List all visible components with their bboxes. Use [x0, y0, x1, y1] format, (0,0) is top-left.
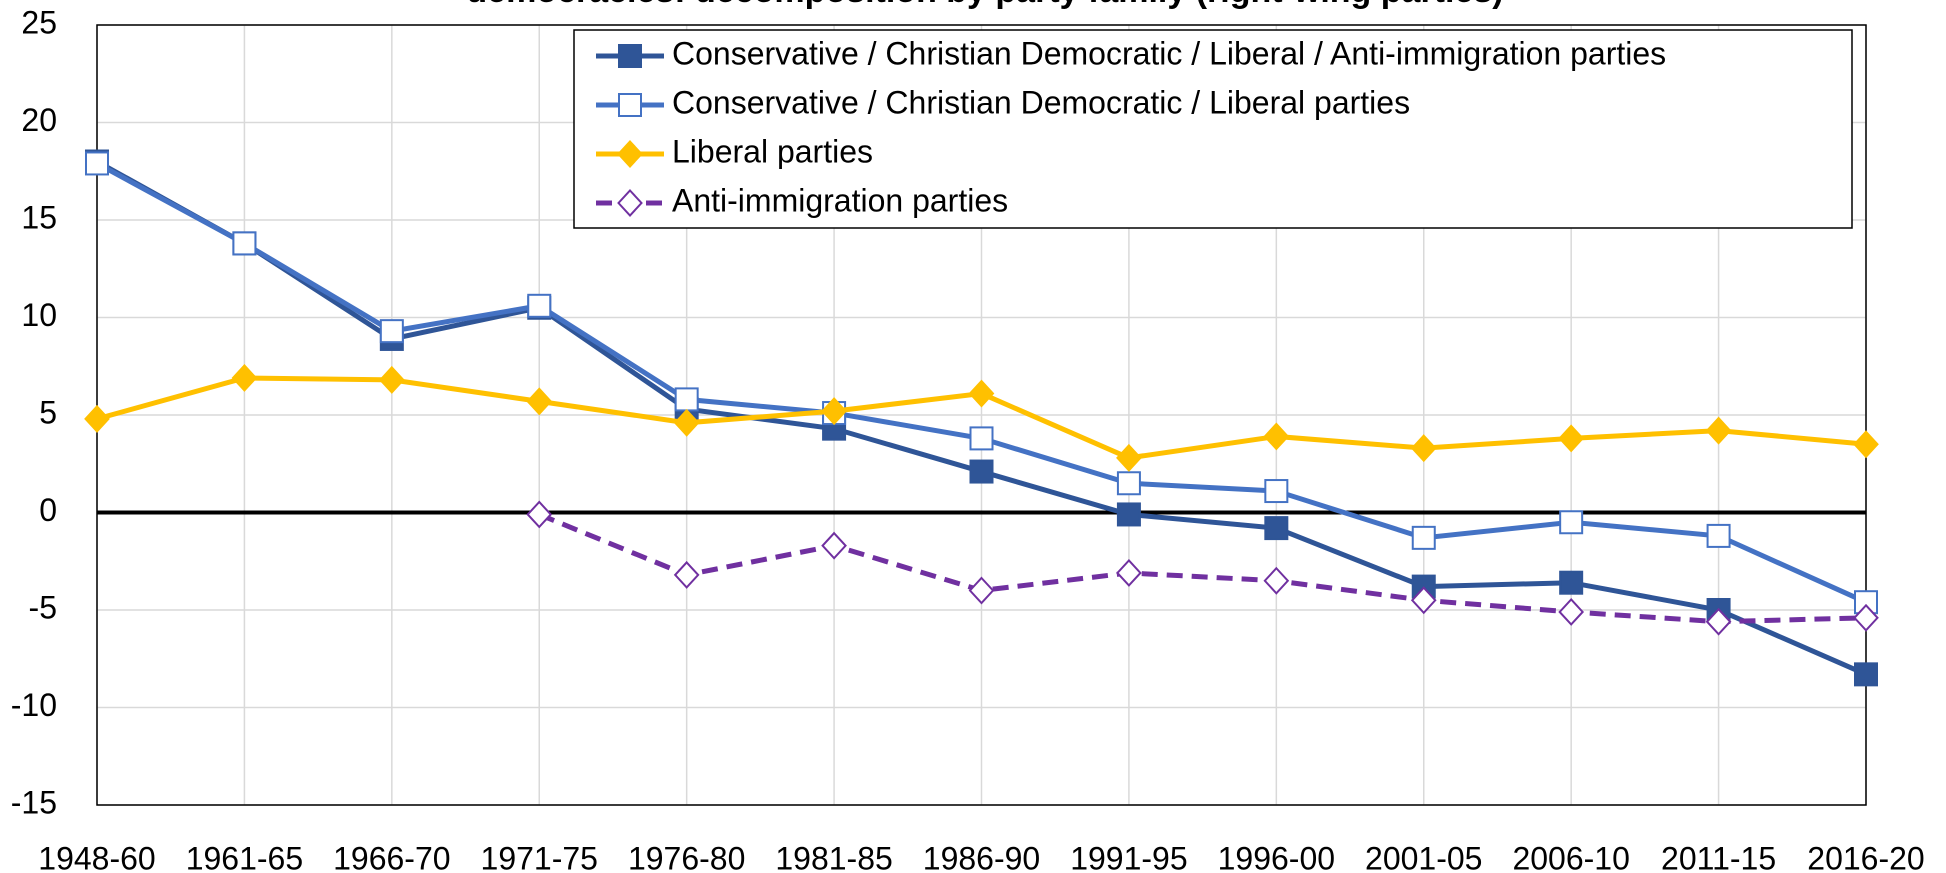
y-tick-label: 5 — [39, 394, 57, 430]
legend-label: Liberal parties — [672, 133, 873, 169]
y-tick-label: -15 — [11, 784, 57, 820]
y-tick-label: 20 — [21, 102, 57, 138]
series-line — [538, 512, 1867, 625]
marker — [1558, 424, 1585, 453]
marker — [1853, 430, 1879, 459]
x-tick-label: 2011-15 — [1661, 840, 1776, 873]
x-tick-label: 1961-65 — [186, 840, 303, 873]
marker — [1116, 471, 1141, 496]
marker — [527, 293, 552, 318]
x-tick-label: 1986-90 — [923, 840, 1040, 873]
legend-label: Anti-immigration parties — [672, 182, 1008, 218]
x-tick-label: 1996-00 — [1218, 840, 1335, 873]
marker — [1705, 607, 1732, 636]
marker — [1853, 603, 1879, 632]
legend-label: Conservative / Christian Democratic / Li… — [672, 35, 1666, 71]
x-tick-label: 1966-70 — [333, 840, 450, 873]
marker — [1116, 502, 1141, 527]
y-tick-label: 0 — [39, 492, 57, 528]
marker — [1116, 443, 1142, 472]
marker — [821, 531, 847, 560]
marker — [673, 408, 700, 437]
marker — [1706, 523, 1731, 548]
marker — [1705, 416, 1732, 445]
marker — [969, 426, 994, 451]
x-tick-label: 2016-20 — [1807, 840, 1924, 873]
marker — [1854, 662, 1878, 687]
legend-label: Conservative / Christian Democratic / Li… — [672, 84, 1410, 120]
marker — [85, 151, 109, 176]
marker — [84, 404, 110, 433]
marker — [378, 365, 405, 394]
marker — [968, 379, 995, 408]
marker — [673, 560, 700, 589]
x-tick-label: 1971-75 — [481, 840, 598, 873]
marker — [968, 576, 995, 605]
y-tick-label: 10 — [21, 297, 57, 333]
marker — [232, 231, 257, 256]
x-tick-label: 2006-10 — [1512, 840, 1629, 873]
marker — [1263, 566, 1290, 595]
chart-title: democracies: decomposition by party fami… — [466, 0, 1503, 10]
x-tick-label: 2001-05 — [1365, 840, 1482, 873]
y-tick-label: 15 — [21, 199, 57, 235]
marker — [379, 319, 404, 344]
marker — [617, 189, 643, 217]
x-tick-label: 1948-60 — [38, 840, 155, 873]
marker — [1559, 570, 1584, 595]
x-tick-label: 1991-95 — [1070, 840, 1187, 873]
marker — [526, 500, 553, 529]
marker — [1558, 597, 1585, 626]
marker — [231, 363, 258, 392]
y-tick-label: 25 — [21, 4, 57, 40]
marker — [1559, 510, 1584, 535]
marker — [821, 397, 847, 426]
marker — [618, 93, 642, 117]
marker — [618, 44, 642, 68]
y-tick-label: -10 — [11, 687, 57, 723]
y-tick-label: -5 — [29, 589, 57, 625]
marker — [1263, 422, 1290, 451]
legend-box — [573, 29, 1853, 229]
marker — [1411, 525, 1436, 550]
marker — [526, 387, 553, 416]
x-tick-label: 1976-80 — [628, 840, 745, 873]
marker — [1264, 479, 1289, 504]
marker — [1264, 516, 1289, 541]
x-tick-label: 1981-85 — [775, 840, 892, 873]
marker — [1410, 434, 1437, 463]
marker — [969, 459, 994, 484]
marker — [1116, 558, 1142, 587]
marker — [1410, 586, 1437, 615]
marker — [674, 387, 699, 412]
marker — [617, 140, 643, 168]
